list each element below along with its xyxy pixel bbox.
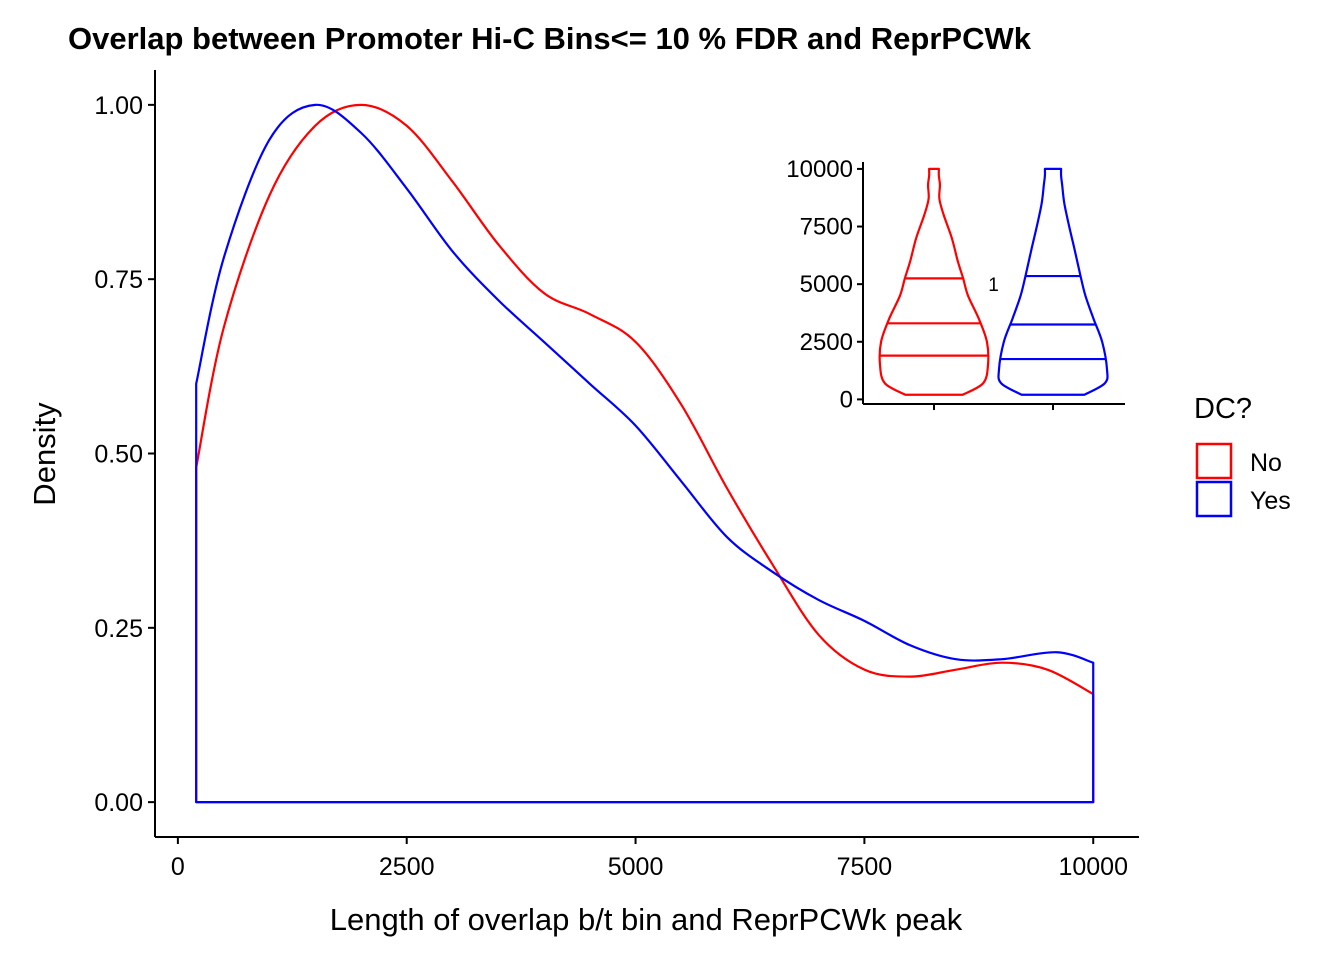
y-tick-label: 0.50 (94, 441, 143, 469)
inset-y-tick-label: 10000 (786, 156, 853, 183)
legend-label-yes: Yes (1250, 487, 1291, 515)
legend-label-no: No (1250, 449, 1282, 477)
density-curve-no (195, 103, 1095, 804)
inset-violin-plot: 0 2500 5000 7500 10000 1 (786, 156, 1125, 413)
y-axis-title: Density (27, 402, 62, 506)
main-density-plot: 0.00 0.25 0.50 0.75 1.00 0 2500 5000 7500 10000 (94, 70, 1139, 881)
y-tick-label: 0.25 (94, 615, 143, 643)
x-tick-label: 7500 (837, 853, 893, 881)
y-tick-label: 1.00 (94, 92, 143, 120)
x-tick-label: 2500 (379, 853, 435, 881)
chart-title: Overlap between Promoter Hi-C Bins<= 10 … (68, 21, 1032, 56)
inset-y-tick-label: 5000 (800, 271, 853, 298)
inset-y-tick-label: 2500 (800, 329, 853, 356)
legend: DC? No Yes (1194, 393, 1291, 518)
legend-key-yes (1195, 480, 1233, 518)
density-curve-yes (195, 103, 1095, 804)
x-tick-label: 5000 (608, 853, 664, 881)
inset-y-tick-label: 7500 (800, 214, 853, 241)
legend-key-no (1195, 442, 1233, 480)
inset-annotation: 1 (988, 275, 999, 296)
x-axis-title: Length of overlap b/t bin and ReprPCWk p… (330, 902, 963, 937)
x-tick-label: 0 (171, 853, 185, 881)
y-tick-label: 0.00 (94, 789, 143, 817)
legend-title: DC? (1194, 393, 1252, 425)
x-tick-label: 10000 (1058, 853, 1128, 881)
violin-yes (997, 167, 1109, 396)
y-tick-label: 0.75 (94, 266, 143, 294)
violin-no (878, 167, 990, 396)
inset-y-tick-label: 0 (840, 386, 853, 413)
